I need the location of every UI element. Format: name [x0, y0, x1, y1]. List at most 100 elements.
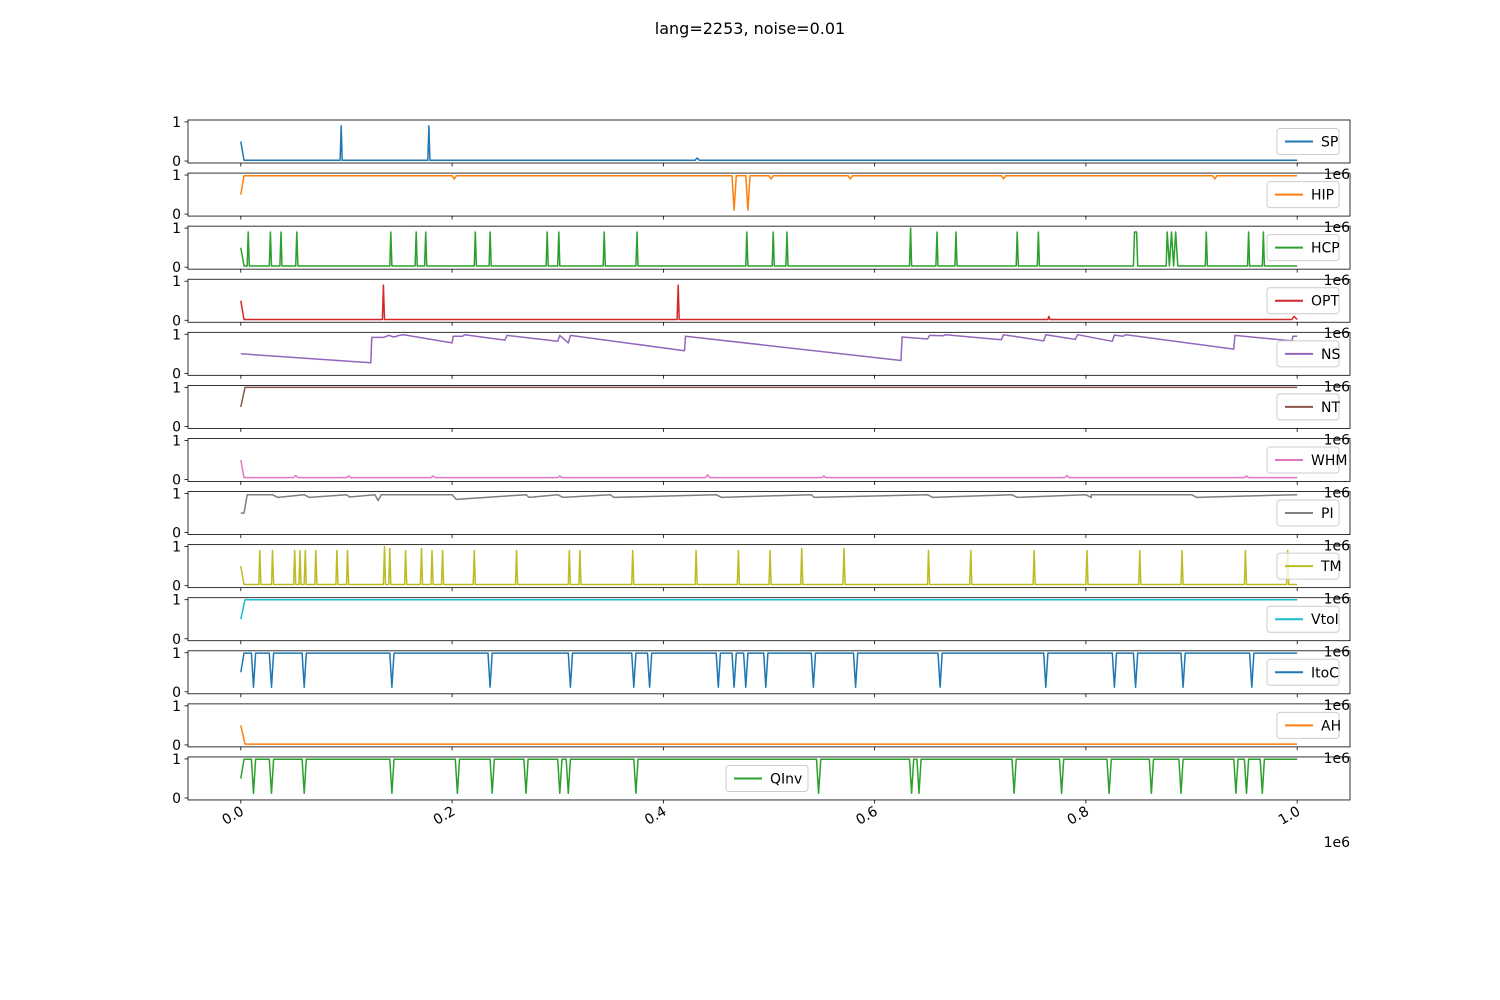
y-tick-label: 0 — [172, 526, 181, 542]
x-offset-label: 1e6 — [1324, 432, 1351, 448]
y-tick-label: 1 — [172, 274, 181, 290]
series-line-pi — [240, 493, 1298, 514]
panel-frame — [187, 278, 1351, 323]
series-line-hip — [240, 175, 1298, 211]
y-tick-label: 1 — [172, 168, 181, 184]
y-tick-label: 1 — [172, 752, 181, 768]
panel-frame — [187, 384, 1351, 429]
legend-qinv: QInv — [725, 764, 809, 792]
legend-label: OPT — [1311, 294, 1339, 310]
legend-label: QInv — [770, 771, 802, 787]
series-line-ns — [240, 333, 1298, 364]
series-line-opt — [240, 284, 1298, 321]
x-offset-label: 1e6 — [1324, 167, 1351, 183]
panel-whm: 01 1e6 WHM — [172, 433, 1351, 501]
legend-label: ItoC — [1311, 665, 1339, 681]
series-line-whm — [240, 459, 1298, 479]
legend-vtoi: VtoI — [1266, 605, 1340, 633]
y-tick-label: 0 — [172, 685, 181, 701]
legend-hcp: HCP — [1266, 234, 1340, 262]
legend-label: TM — [1320, 559, 1342, 575]
y-tick-label: 0 — [172, 207, 181, 223]
y-tick-label: 1 — [172, 327, 181, 343]
legend-pi: PI — [1276, 499, 1340, 527]
series-line-hcp — [240, 227, 1298, 267]
y-tick-label: 1 — [172, 115, 181, 131]
y-tick-label: 1 — [172, 699, 181, 715]
series-line-qinv — [240, 758, 1298, 795]
x-offset-label: 1e6 — [1324, 539, 1351, 555]
legend-whm: WHM — [1266, 446, 1347, 474]
panel-frame — [187, 172, 1351, 217]
legend-label: PI — [1321, 506, 1334, 522]
legend-opt: OPT — [1266, 287, 1340, 315]
legend-label: AH — [1321, 718, 1341, 734]
x-offset-label: 1e6 — [1324, 379, 1351, 395]
y-tick-label: 1 — [172, 221, 181, 237]
legend-label: NS — [1321, 347, 1340, 363]
y-tick-label: 0 — [172, 313, 181, 329]
panel-frame — [187, 331, 1351, 376]
y-tick-label: 1 — [172, 380, 181, 396]
series-line-itoc — [240, 652, 1298, 688]
panel-frame — [187, 491, 1351, 535]
x-offset-label: 1e6 — [1324, 273, 1351, 289]
panel-frame — [187, 438, 1351, 482]
legend-label: VtoI — [1311, 612, 1339, 628]
y-tick-label: 1 — [172, 646, 181, 662]
x-offset-label-bottom: 1e6 — [1324, 835, 1351, 851]
legend-label: HCP — [1311, 241, 1340, 257]
series-line-ah — [240, 725, 1298, 745]
series-line-vtoi — [240, 598, 1298, 620]
panel-qinv: 0 1 QInv — [172, 752, 1351, 807]
figure-title: lang=2253, noise=0.01 — [655, 19, 845, 38]
x-offset-label: 1e6 — [1324, 592, 1351, 608]
y-tick-label: 0 — [172, 260, 181, 276]
panel-frame — [187, 756, 1351, 801]
x-offset-label: 1e6 — [1324, 326, 1351, 342]
y-tick-label: 0 — [172, 791, 181, 807]
x-offset-label: 1e6 — [1324, 751, 1351, 767]
x-offset-label: 1e6 — [1324, 485, 1351, 501]
series-line-nt — [240, 386, 1298, 408]
legend-label: SP — [1321, 135, 1338, 151]
x-offset-label: 1e6 — [1324, 645, 1351, 661]
legend-hip: HIP — [1266, 181, 1340, 209]
panel-frame — [187, 119, 1351, 164]
legend-box — [725, 764, 809, 792]
y-tick-label: 0 — [172, 154, 181, 170]
panel-frame — [187, 597, 1351, 642]
legend-label: HIP — [1311, 188, 1334, 204]
legend-tm: TM — [1276, 552, 1342, 580]
legend-label: NT — [1321, 400, 1340, 416]
y-tick-label: 1 — [172, 540, 181, 556]
panel-frame — [187, 225, 1351, 270]
y-tick-label: 1 — [172, 593, 181, 609]
y-tick-label: 0 — [172, 366, 181, 382]
series-line-sp — [240, 125, 1298, 162]
y-tick-label: 0 — [172, 738, 181, 754]
y-tick-label: 0 — [172, 579, 181, 595]
panel-frame — [187, 650, 1351, 695]
y-tick-label: 0 — [172, 473, 181, 489]
panel-frame — [187, 703, 1351, 748]
y-tick-label: 0 — [172, 632, 181, 648]
legend-label: WHM — [1311, 453, 1347, 469]
y-tick-label: 0 — [172, 419, 181, 435]
x-offset-label: 1e6 — [1324, 698, 1351, 714]
panel-frame — [187, 544, 1351, 589]
y-tick-label: 1 — [172, 487, 181, 503]
legend-nt: NT — [1276, 393, 1340, 421]
